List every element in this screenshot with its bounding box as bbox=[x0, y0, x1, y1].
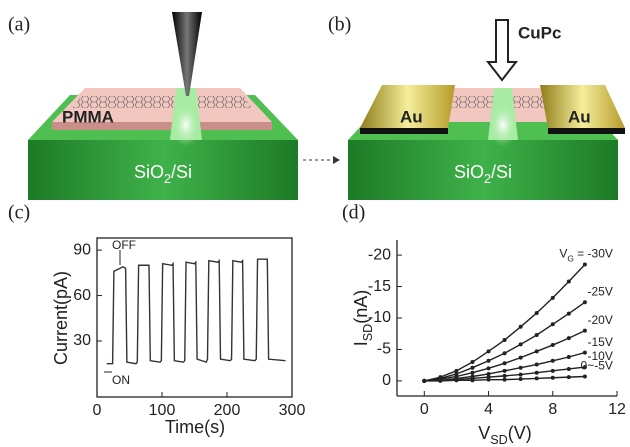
diagram-a: (a) PMMA SiO2/Si bbox=[8, 12, 298, 200]
marker bbox=[535, 363, 539, 367]
figure: (a) PMMA SiO2/Si (b) CuPc Au Au SiO2/Si … bbox=[0, 0, 630, 447]
panel-label: (c) bbox=[8, 202, 30, 224]
data-line bbox=[107, 259, 286, 363]
afm-tip bbox=[172, 12, 202, 96]
deposition-arrow bbox=[488, 20, 516, 80]
x-axis-label: VSD(V) bbox=[478, 423, 532, 447]
y-tick-label: 30 bbox=[73, 332, 91, 349]
marker bbox=[487, 366, 491, 370]
y-tick-label: -15 bbox=[368, 278, 391, 295]
marker bbox=[583, 263, 587, 267]
marker bbox=[551, 296, 555, 300]
marker bbox=[422, 379, 426, 383]
panel-label: (b) bbox=[328, 14, 351, 36]
series-label: -20V bbox=[588, 313, 613, 327]
marker bbox=[567, 280, 571, 284]
series-label: -15V bbox=[588, 335, 613, 349]
marker bbox=[454, 378, 458, 382]
arrow-head bbox=[333, 156, 340, 164]
marker bbox=[535, 333, 539, 337]
marker bbox=[470, 360, 474, 364]
x-tick-label: 0 bbox=[93, 402, 102, 419]
x-axis-label: Time(s) bbox=[165, 417, 225, 437]
y-tick-label: -20 bbox=[368, 246, 391, 263]
annotation: OFF bbox=[112, 238, 136, 252]
marker bbox=[583, 351, 587, 355]
series-label: 0~-5V bbox=[581, 359, 613, 373]
marker bbox=[551, 376, 555, 380]
marker bbox=[503, 378, 507, 382]
marker bbox=[470, 371, 474, 375]
x-tick-label: 300 bbox=[279, 402, 306, 419]
panel-label: (a) bbox=[8, 14, 30, 36]
marker bbox=[567, 375, 571, 379]
marker bbox=[519, 342, 523, 346]
glow bbox=[172, 103, 200, 147]
molecule-label: CuPc bbox=[518, 23, 561, 42]
marker bbox=[535, 349, 539, 353]
marker bbox=[503, 351, 507, 355]
electrode-label: Au bbox=[400, 107, 423, 126]
electrode-edge bbox=[360, 128, 448, 134]
annotation: ON bbox=[112, 373, 130, 387]
series-label: -25V bbox=[588, 284, 613, 298]
marker bbox=[470, 366, 474, 370]
diagram-b: (b) CuPc Au Au SiO2/Si bbox=[328, 14, 625, 200]
marker bbox=[535, 376, 539, 380]
marker bbox=[583, 375, 587, 379]
y-tick-label: 90 bbox=[73, 241, 91, 258]
marker bbox=[567, 367, 571, 371]
marker bbox=[551, 369, 555, 373]
marker bbox=[519, 373, 523, 377]
marker bbox=[503, 361, 507, 365]
graphene bbox=[72, 96, 252, 108]
x-tick-label: 0 bbox=[420, 401, 429, 418]
marker bbox=[503, 338, 507, 342]
panel-label: (d) bbox=[342, 202, 365, 224]
y-tick-label: 60 bbox=[73, 287, 91, 304]
marker bbox=[551, 322, 555, 326]
marker bbox=[583, 329, 587, 333]
marker bbox=[519, 377, 523, 381]
marker bbox=[519, 366, 523, 370]
marker bbox=[567, 312, 571, 316]
marker bbox=[487, 359, 491, 363]
marker bbox=[503, 374, 507, 378]
y-tick-label: -5 bbox=[377, 341, 391, 358]
electrode-label: Au bbox=[568, 107, 591, 126]
x-tick-label: 4 bbox=[484, 401, 493, 418]
marker bbox=[551, 343, 555, 347]
marker bbox=[487, 349, 491, 353]
x-tick-label: 8 bbox=[548, 401, 557, 418]
marker bbox=[503, 369, 507, 373]
marker bbox=[567, 355, 571, 359]
electrode-edge bbox=[548, 128, 625, 134]
layer-label: PMMA bbox=[62, 107, 114, 126]
marker bbox=[519, 356, 523, 360]
marker bbox=[551, 359, 555, 363]
marker bbox=[519, 325, 523, 329]
y-tick-label: -10 bbox=[368, 309, 391, 326]
marker bbox=[438, 379, 442, 383]
marker bbox=[567, 336, 571, 340]
glow bbox=[489, 103, 517, 147]
marker bbox=[487, 378, 491, 382]
y-axis-label: Current(pA) bbox=[51, 271, 71, 365]
y-tick-label: 0 bbox=[382, 372, 391, 389]
marker bbox=[535, 371, 539, 375]
x-tick-label: 12 bbox=[608, 401, 626, 418]
marker bbox=[535, 311, 539, 315]
series-label: VG = -30V bbox=[559, 247, 613, 264]
marker bbox=[583, 300, 587, 304]
marker bbox=[470, 378, 474, 382]
